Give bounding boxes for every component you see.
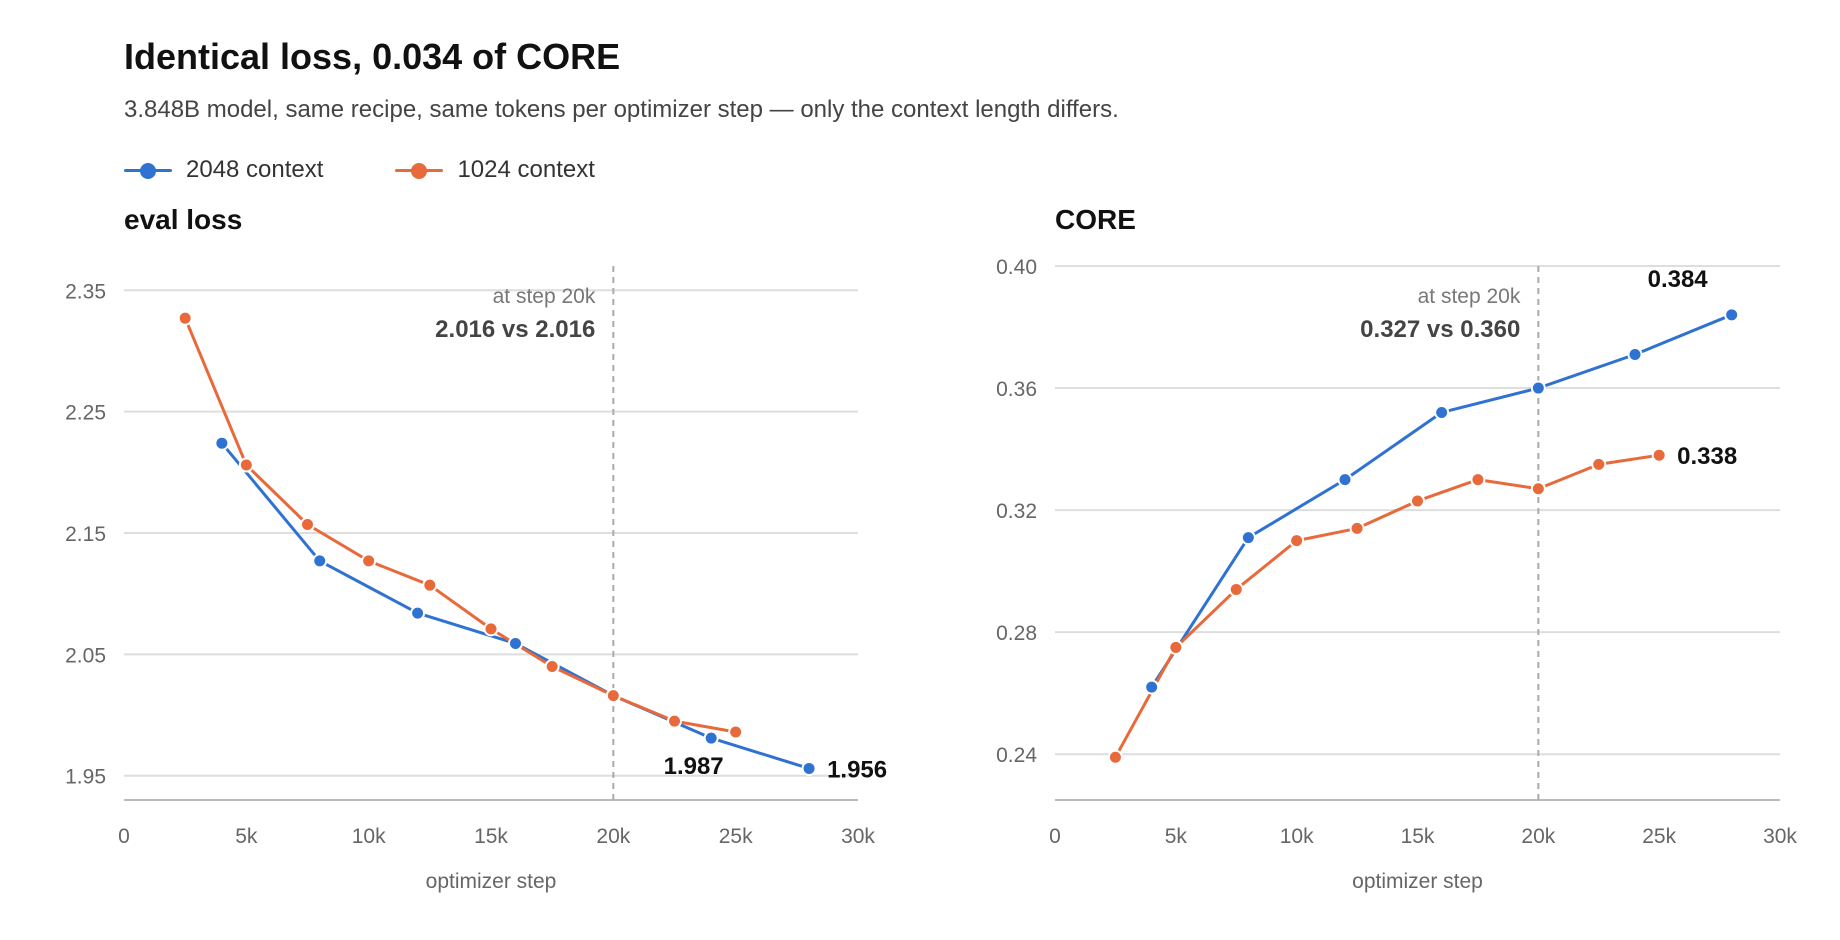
- core-annotation: 0.384: [1648, 266, 1709, 293]
- loss-point-1024: [667, 713, 682, 729]
- core-chart: CORE 0.24 0.28 0.32 0.36 0.40 0 5k 10k 15k 20k 25k 3…: [996, 204, 1797, 893]
- figure-title: Identical loss, 0.034 of CORE: [124, 36, 621, 77]
- loss-xtick-label: 25k: [719, 825, 753, 848]
- core-point-2048: [1627, 346, 1643, 362]
- legend-swatch-orange: [395, 160, 444, 180]
- loss-point-1024: [544, 659, 560, 674]
- core-xtick-label: 10k: [1280, 825, 1314, 848]
- loss-point-2048: [801, 760, 817, 776]
- core-ytick-label: 0.40: [996, 256, 1037, 279]
- core-series-line-1024: [1114, 453, 1660, 759]
- core-point-1024: [1651, 447, 1667, 463]
- core-point-1024: [1591, 456, 1607, 472]
- core-point-2048: [1144, 679, 1160, 695]
- loss-point-1024: [422, 577, 438, 593]
- core-ytick-label: 0.28: [996, 622, 1037, 645]
- core-point-1024: [1410, 493, 1425, 509]
- core-annotation: 0.338: [1677, 443, 1737, 470]
- core-marker-value: 0.327 vs 0.360: [1360, 316, 1520, 343]
- loss-series-line-1024: [183, 317, 736, 734]
- figure-subtitle: 3.848B model, same recipe, same tokens p…: [124, 96, 1119, 123]
- legend-swatch-blue: [124, 160, 172, 180]
- core-xtick-label: 30k: [1763, 825, 1797, 848]
- core-marker-label: at step 20k: [1418, 285, 1521, 308]
- loss-annotation: 1.987: [664, 753, 724, 780]
- legend-item-2048: 2048 context: [124, 156, 323, 184]
- loss-series-line-2048: [220, 442, 810, 770]
- loss-ytick-label: 2.15: [65, 523, 106, 546]
- loss-chart: eval loss 1.95 2.05 2.15 2.25 2.35 0 5k 10k 15k 20…: [65, 204, 887, 893]
- core-point-1024: [1470, 472, 1486, 488]
- loss-xtick-label: 15k: [474, 825, 508, 848]
- loss-point-2048: [214, 435, 230, 451]
- loss-point-1024: [605, 688, 621, 704]
- loss-point-2048: [507, 635, 523, 651]
- loss-point-1024: [483, 621, 499, 637]
- loss-ytick-label: 1.95: [65, 766, 106, 789]
- loss-xtick-label: 5k: [235, 825, 258, 848]
- core-point-1024: [1289, 533, 1305, 549]
- core-ytick-label: 0.24: [996, 744, 1037, 767]
- legend-label-1024: 1024 context: [457, 156, 595, 183]
- loss-point-1024: [177, 310, 193, 326]
- core-point-2048: [1337, 472, 1353, 488]
- loss-xlabel: optimizer step: [426, 870, 557, 893]
- loss-point-1024: [238, 457, 254, 473]
- loss-marker-value: 2.016 vs 2.016: [435, 316, 595, 343]
- core-xtick-label: 5k: [1165, 825, 1188, 848]
- core-point-2048: [1240, 530, 1256, 546]
- legend-item-1024: 1024 context: [395, 156, 595, 184]
- core-point-1024: [1168, 639, 1184, 655]
- core-ytick-label: 0.36: [996, 378, 1037, 401]
- loss-point-2048: [703, 730, 719, 746]
- core-xtick-label: 15k: [1401, 825, 1435, 848]
- loss-point-2048: [312, 553, 328, 569]
- core-xlabel: optimizer step: [1352, 870, 1483, 893]
- loss-xtick-label: 30k: [841, 825, 875, 848]
- core-point-1024: [1107, 749, 1123, 765]
- loss-title: eval loss: [124, 204, 242, 235]
- loss-ytick-label: 2.35: [65, 280, 106, 303]
- core-point-1024: [1228, 581, 1244, 597]
- core-title: CORE: [1055, 204, 1136, 235]
- legend: 2048 context 1024 context: [124, 156, 595, 184]
- core-point-2048: [1530, 380, 1546, 396]
- core-xtick-label: 20k: [1521, 825, 1555, 848]
- loss-point-1024: [361, 553, 377, 569]
- core-point-2048: [1724, 307, 1740, 323]
- legend-label-2048: 2048 context: [186, 156, 324, 183]
- core-point-1024: [1530, 481, 1546, 497]
- loss-point-1024: [300, 517, 315, 533]
- core-xtick-label: 0: [1049, 825, 1061, 848]
- core-ytick-label: 0.32: [996, 500, 1037, 523]
- loss-xtick-label: 10k: [352, 825, 386, 848]
- core-xtick-label: 25k: [1642, 825, 1676, 848]
- loss-ytick-label: 2.25: [65, 402, 106, 425]
- loss-xtick-label: 0: [118, 825, 130, 848]
- loss-annotation: 1.956: [827, 756, 887, 783]
- loss-point-1024: [728, 724, 744, 740]
- core-point-1024: [1349, 520, 1365, 536]
- loss-ytick-label: 2.05: [65, 644, 106, 667]
- loss-xtick-label: 20k: [596, 825, 630, 848]
- loss-marker-label: at step 20k: [493, 285, 596, 308]
- core-point-2048: [1434, 404, 1450, 420]
- loss-point-2048: [410, 605, 426, 621]
